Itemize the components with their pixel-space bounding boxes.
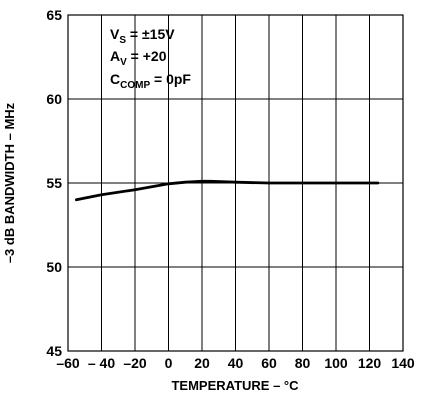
x-tick-label-9: 120 xyxy=(358,355,382,371)
y-tick-label-3: 60 xyxy=(46,91,62,107)
y-axis-title: –3 dB BANDWIDTH – MHz xyxy=(2,102,17,263)
x-tick-label-10: 140 xyxy=(391,355,415,371)
x-tick-label-3: 0 xyxy=(165,355,173,371)
annotation-ccomp: CCOMP = 0pF xyxy=(110,71,191,91)
y-tick-label-2: 55 xyxy=(46,175,62,191)
x-tick-label-7: 80 xyxy=(295,355,311,371)
y-tick-label-4: 65 xyxy=(46,7,62,23)
data-series xyxy=(75,179,380,202)
x-tick-label-8: 100 xyxy=(324,355,348,371)
y-tick-label-1: 50 xyxy=(46,259,62,275)
plot-frame xyxy=(67,14,404,352)
y-tick-label-0: 45 xyxy=(46,343,62,359)
annotation-vs: VS = ±15V xyxy=(110,26,175,46)
x-tick-label-2: –20 xyxy=(123,355,147,371)
x-tick-label-0: –60 xyxy=(56,355,80,371)
x-tick-label-4: 20 xyxy=(194,355,210,371)
annotation-av: AV = +20 xyxy=(110,48,167,68)
x-tick-label-6: 60 xyxy=(261,355,277,371)
series-line-0 xyxy=(75,179,380,202)
tick-labels: –60 – 40 –20 0 20 40 60 80 100 120 140 45 50 55 60 65 xyxy=(46,7,414,371)
x-tick-label-1: – 40 xyxy=(88,355,115,371)
conditions-annotation: VS = ±15V AV = +20 CCOMP = 0pF xyxy=(110,26,191,91)
x-tick-label-5: 40 xyxy=(228,355,244,371)
x-axis-title: TEMPERATURE – °C xyxy=(171,378,299,393)
